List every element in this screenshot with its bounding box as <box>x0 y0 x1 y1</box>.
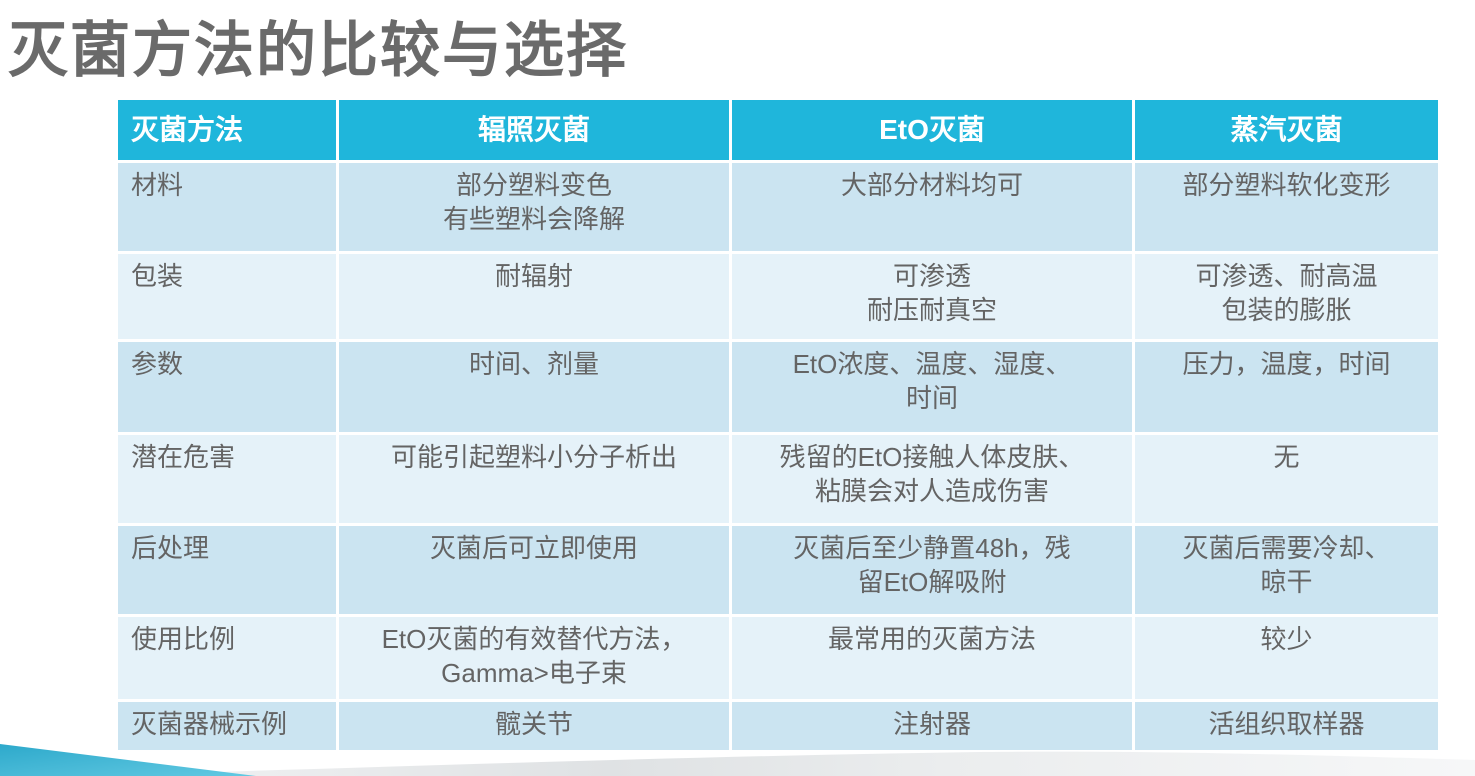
table-cell: 灭菌后至少静置48h，残 留EtO解吸附 <box>732 526 1132 614</box>
table-cell: 压力，温度，时间 <box>1135 342 1438 432</box>
table-cell: 可能引起塑料小分子析出 <box>339 435 729 523</box>
bottom-gray-swoosh <box>80 751 1475 776</box>
column-header: EtO灭菌 <box>732 100 1132 160</box>
table-cell: EtO浓度、温度、湿度、 时间 <box>732 342 1132 432</box>
table-cell: 无 <box>1135 435 1438 523</box>
table-cell: 可渗透 耐压耐真空 <box>732 254 1132 339</box>
row-label: 包装 <box>118 254 336 339</box>
row-label: 参数 <box>118 342 336 432</box>
table-cell: 可渗透、耐高温 包装的膨胀 <box>1135 254 1438 339</box>
table-row: 参数 时间、剂量 EtO浓度、温度、湿度、 时间 压力，温度，时间 <box>118 342 1438 432</box>
row-label: 材料 <box>118 163 336 251</box>
column-header: 辐照灭菌 <box>339 100 729 160</box>
table-row: 潜在危害 可能引起塑料小分子析出 残留的EtO接触人体皮肤、 粘膜会对人造成伤害… <box>118 435 1438 523</box>
column-header: 灭菌方法 <box>118 100 336 160</box>
table-row: 灭菌器械示例 髋关节 注射器 活组织取样器 <box>118 702 1438 750</box>
column-header: 蒸汽灭菌 <box>1135 100 1438 160</box>
slide-title: 灭菌方法的比较与选择 <box>8 17 628 84</box>
row-label: 潜在危害 <box>118 435 336 523</box>
table-cell: 最常用的灭菌方法 <box>732 617 1132 699</box>
table-cell: 活组织取样器 <box>1135 702 1438 750</box>
table-cell: 时间、剂量 <box>339 342 729 432</box>
table-row: 后处理 灭菌后可立即使用 灭菌后至少静置48h，残 留EtO解吸附 灭菌后需要冷… <box>118 526 1438 614</box>
table-cell: 残留的EtO接触人体皮肤、 粘膜会对人造成伤害 <box>732 435 1132 523</box>
table-row: 使用比例 EtO灭菌的有效替代方法， Gamma>电子束 最常用的灭菌方法 较少 <box>118 617 1438 699</box>
table-cell: 较少 <box>1135 617 1438 699</box>
table-cell: 耐辐射 <box>339 254 729 339</box>
header-row: 灭菌方法 辐照灭菌 EtO灭菌 蒸汽灭菌 <box>118 100 1438 160</box>
row-label: 后处理 <box>118 526 336 614</box>
table-cell: 灭菌后可立即使用 <box>339 526 729 614</box>
table-cell: 灭菌后需要冷却、 晾干 <box>1135 526 1438 614</box>
table-cell: EtO灭菌的有效替代方法， Gamma>电子束 <box>339 617 729 699</box>
table-cell: 大部分材料均可 <box>732 163 1132 251</box>
comparison-table: 灭菌方法 辐照灭菌 EtO灭菌 蒸汽灭菌 材料 部分塑料变色 有些塑料会降解 大… <box>115 97 1441 753</box>
table-cell: 部分塑料变色 有些塑料会降解 <box>339 163 729 251</box>
table-row: 包装 耐辐射 可渗透 耐压耐真空 可渗透、耐高温 包装的膨胀 <box>118 254 1438 339</box>
table-cell: 部分塑料软化变形 <box>1135 163 1438 251</box>
table-cell: 髋关节 <box>339 702 729 750</box>
row-label: 使用比例 <box>118 617 336 699</box>
table-cell: 注射器 <box>732 702 1132 750</box>
table-row: 材料 部分塑料变色 有些塑料会降解 大部分材料均可 部分塑料软化变形 <box>118 163 1438 251</box>
row-label: 灭菌器械示例 <box>118 702 336 750</box>
